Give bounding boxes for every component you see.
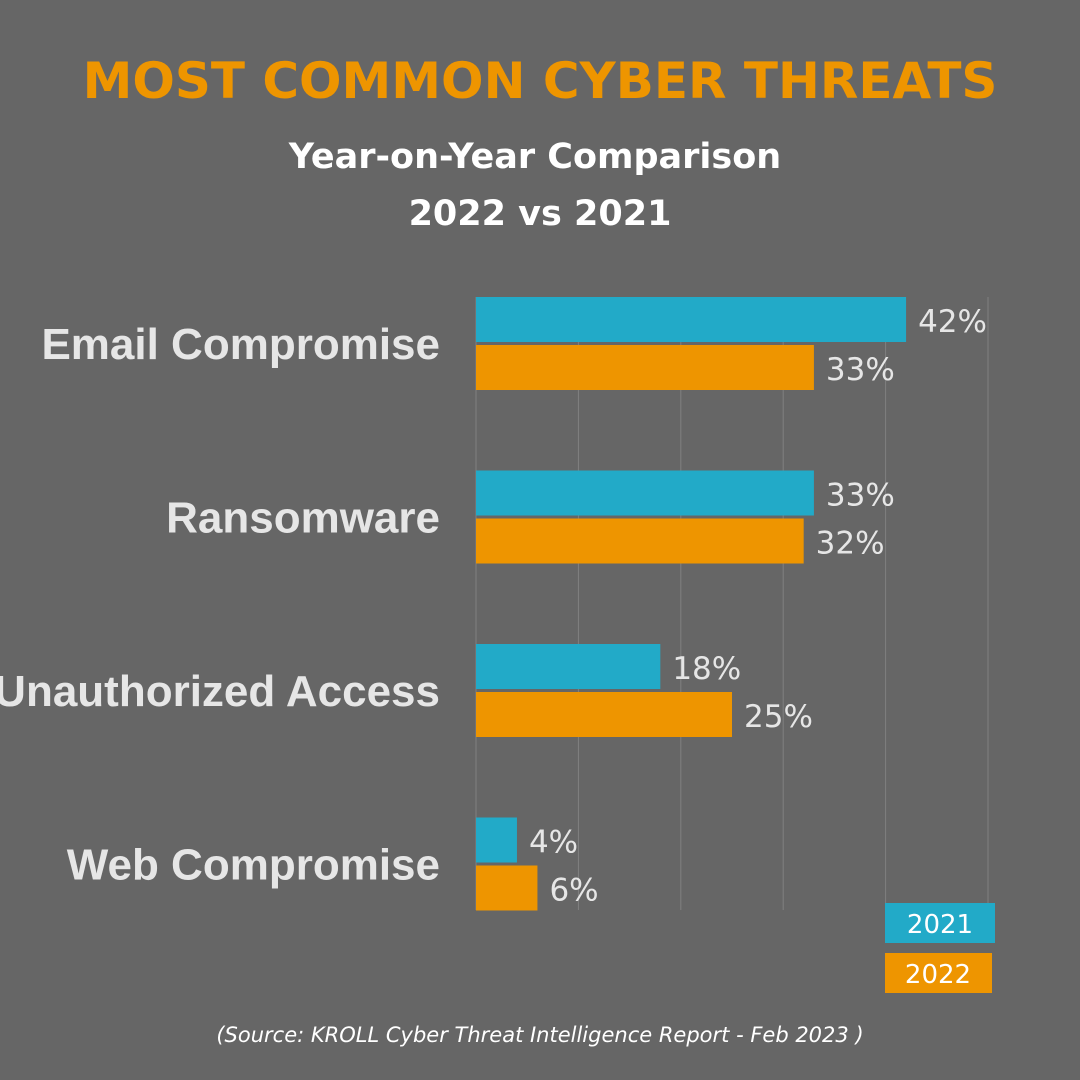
bar-2021 — [476, 817, 517, 863]
chart-subtitle-line2: 2022 vs 2021 — [409, 194, 672, 234]
chart-title: MOST COMMON CYBER THREATS — [83, 52, 998, 110]
chart-subtitle-line1: Year-on-Year Comparison — [288, 137, 781, 177]
gridlines — [475, 297, 989, 910]
data-label: 4% — [529, 825, 578, 861]
bar-2022 — [476, 518, 804, 564]
legend-swatch-2022 — [885, 953, 992, 993]
data-label: 18% — [672, 651, 741, 687]
bar-2022 — [476, 345, 814, 390]
data-label: 6% — [549, 873, 598, 909]
data-label: 33% — [826, 478, 895, 514]
data-label: 33% — [826, 352, 895, 388]
legend-label: 2021 — [907, 910, 973, 940]
data-label: 42% — [918, 304, 987, 340]
bar-2022 — [476, 692, 732, 737]
bar-2021 — [476, 297, 907, 342]
category-label: Email Compromise — [41, 320, 440, 369]
legend: 2021 2022 — [885, 903, 995, 993]
category-label: Web Compromise — [67, 841, 440, 890]
legend-label: 2022 — [905, 960, 971, 990]
legend-swatch-2021 — [885, 903, 995, 943]
bar-2022 — [476, 865, 538, 911]
bar-2021 — [476, 470, 814, 516]
bars: Email Compromise 42% 33% Ransomware 33% 32% Un… — [0, 297, 987, 911]
data-label: 25% — [744, 699, 813, 735]
data-label: 32% — [816, 526, 885, 562]
category-label: Unauthorized Access — [0, 667, 440, 716]
category-label: Ransomware — [166, 494, 440, 543]
source-note: (Source: KROLL Cyber Threat Intelligence… — [216, 1023, 863, 1047]
bar-2021 — [476, 644, 661, 689]
